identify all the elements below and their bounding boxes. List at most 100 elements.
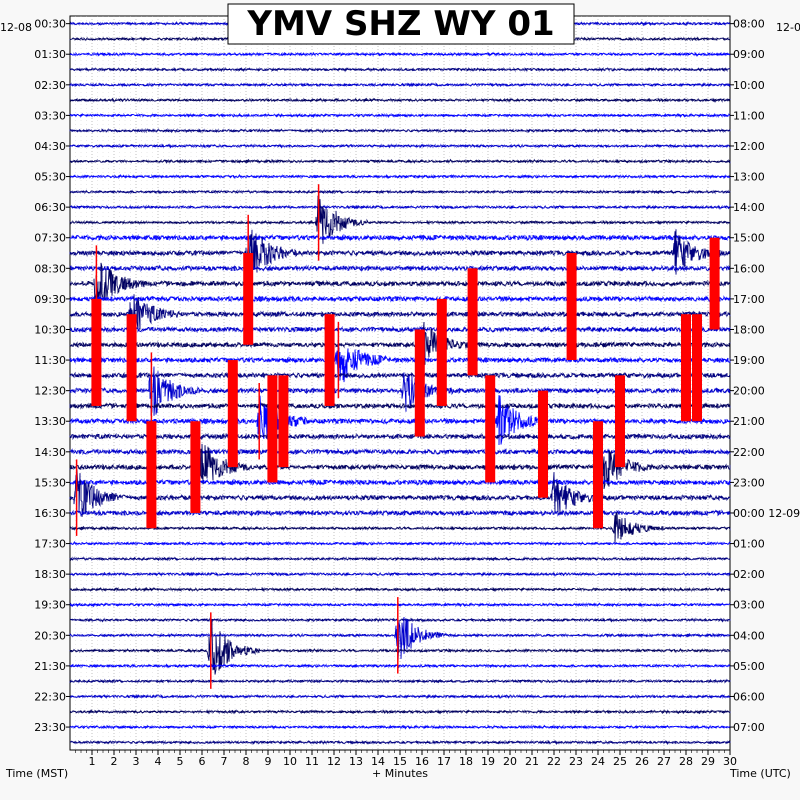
left-tick-label: 15:30 [34,476,66,489]
left-tick-label: 05:30 [34,171,66,184]
trace-line [69,294,731,303]
left-tick-label: 20:30 [34,629,66,642]
x-tick-label: 8 [243,755,250,768]
axis-layer: 00:30 01:30 02:30 03:30 04:30 05:30 06:30 07:30… [34,18,800,768]
clipped-bar [593,421,603,529]
trace-line [69,82,731,88]
x-tick-label: 15 [393,755,407,768]
left-tick-label: 21:30 [34,660,66,673]
right-tick-label: 19:00 [733,354,765,367]
right-tick-label: 21:00 [733,415,765,428]
left-tick-label: 19:30 [34,599,66,612]
x-tick-label: 13 [349,755,363,768]
trace-line [69,619,731,675]
clipped-bar [566,253,577,361]
right-axis-label: Time (UTC) [729,767,791,780]
trace-line [69,739,731,746]
trace-line [69,616,731,663]
trace-line [69,663,731,669]
x-tick-label: 2 [111,755,118,768]
clipped-bar [267,375,278,483]
x-tick-label: 27 [657,755,671,768]
left-tick-label: 08:30 [34,262,66,275]
x-tick-label: 18 [459,755,473,768]
right-tick-label: 15:00 [733,232,765,245]
trace-line [69,321,731,365]
x-tick-label: 21 [525,755,539,768]
right-tick-label: 02:00 [733,568,765,581]
x-tick-label: 3 [133,755,140,768]
left-tick-label: 00:30 [34,18,66,31]
clipped-bar [709,237,720,330]
trace-line [69,540,731,547]
left-tick-label: 02:30 [34,79,66,92]
trace-line [69,509,731,517]
right-tick-label: 03:00 [733,599,765,612]
right-tick-label: 23:00 [733,476,765,489]
x-tick-label: 23 [569,755,583,768]
x-tick-label: 26 [635,755,649,768]
clip-layer [75,184,720,689]
left-tick-label: 16:30 [34,507,66,520]
clipped-bar [324,314,335,406]
trace-line [69,571,731,577]
right-date-label: 12-0 [776,21,800,34]
clipped-bar [692,314,702,422]
clipped-bar [436,298,447,406]
trace-line [69,469,731,518]
clipped-bar [681,314,691,422]
left-date-label: 12-08 [0,21,32,34]
right-tick-label: 13:00 [733,171,765,184]
trace-line [69,371,731,380]
x-tick-label: 9 [265,755,272,768]
clipped-bar [126,314,137,422]
clipped-bar [278,375,289,468]
right-tick-label: 00:00 12-09 [733,507,800,520]
right-tick-label: 06:00 [733,690,765,703]
x-tick-label: 1 [89,755,96,768]
left-tick-label: 18:30 [34,568,66,581]
title-box [227,3,575,45]
trace-line [69,127,731,134]
trace-line [69,709,731,715]
right-tick-label: 08:00 [733,18,765,31]
left-tick-label: 10:30 [34,323,66,336]
right-tick-label: 17:00 [733,293,765,306]
right-tick-label: 09:00 [733,48,765,61]
x-axis-label: + Minutes [372,767,428,780]
clipped-bar [227,360,238,468]
trace-line [69,693,731,700]
trace-line [69,443,731,492]
trace-line [69,51,731,57]
left-tick-label: 23:30 [34,721,66,734]
x-tick-label: 17 [437,755,451,768]
right-tick-label: 10:00 [733,79,765,92]
x-tick-label: 29 [701,755,715,768]
trace-line [69,478,731,487]
x-tick-label: 6 [199,755,206,768]
trace-line [69,586,731,593]
trace-line [69,97,731,103]
left-tick-label: 09:30 [34,293,66,306]
clipped-bar [146,421,157,529]
trace-line [69,294,731,331]
trace-line [69,66,731,73]
right-tick-label: 12:00 [733,140,765,153]
trace-line [69,724,731,730]
clipped-bar [485,375,496,483]
trace-line [69,678,731,684]
left-tick-label: 14:30 [34,446,66,459]
left-tick-label: 07:30 [34,232,66,245]
clipped-bar [615,375,625,468]
x-tick-label: 25 [613,755,627,768]
trace-line [69,112,731,119]
trace-line [69,262,731,307]
right-tick-label: 04:00 [733,629,765,642]
trace-line [69,204,731,210]
right-tick-label: 11:00 [733,109,765,122]
clipped-bar [414,329,425,437]
left-tick-label: 17:30 [34,538,66,551]
trace-line [69,617,731,623]
clipped-bar [243,253,254,345]
